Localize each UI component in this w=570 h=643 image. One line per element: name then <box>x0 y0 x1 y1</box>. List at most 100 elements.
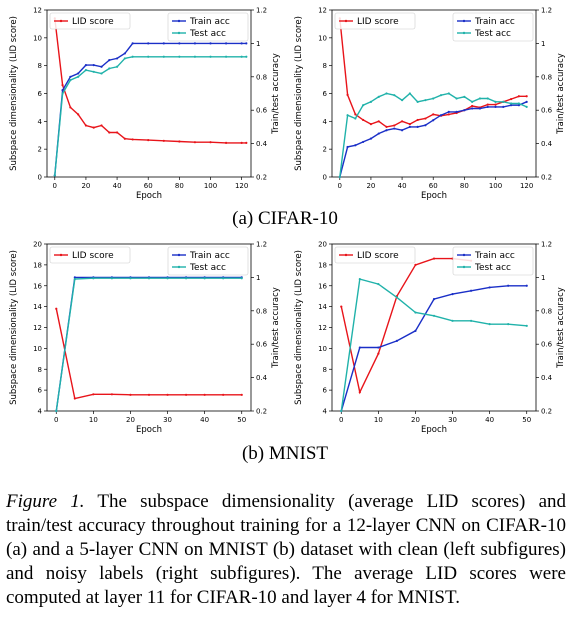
data-point-lid-score <box>69 106 72 109</box>
y-tick-label: 14 <box>33 303 42 311</box>
data-point-test-acc <box>240 277 243 280</box>
data-point-test-acc <box>131 55 134 58</box>
y2-tick-label: 1.2 <box>256 241 267 249</box>
y2-tick-label: 1 <box>541 40 545 48</box>
data-point-test-acc <box>338 175 341 179</box>
data-point-train-acc <box>115 57 119 60</box>
x-tick-label: 0 <box>339 416 343 424</box>
data-point-train-acc <box>414 329 417 332</box>
x-tick-label: 60 <box>144 182 153 190</box>
chart-cifar-clean: 0 20 40 60 80 100 120 0 2 4 6 8 10 12 0.2 0.4 0.6 0.8 1 1.2… <box>9 7 281 202</box>
x-axis-label: Epoch <box>136 191 162 201</box>
data-point-train-acc <box>369 137 373 140</box>
data-point-train-acc <box>209 42 212 45</box>
data-point-train-acc <box>92 64 95 67</box>
data-point-test-acc <box>393 94 396 97</box>
data-point-lid-score <box>77 113 80 116</box>
data-point-train-acc <box>416 125 419 128</box>
data-point-test-acc <box>395 296 399 299</box>
data-point-test-acc <box>224 55 228 58</box>
data-point-test-acc <box>486 97 489 100</box>
data-point-test-acc <box>447 92 450 95</box>
data-point-train-acc <box>358 346 361 349</box>
y-tick-label: 8 <box>323 62 327 70</box>
y2-tick-label: 0.8 <box>256 307 267 315</box>
y-tick-label: 12 <box>33 7 42 15</box>
y2-tick-label: 1 <box>256 40 260 48</box>
data-point-lid-score <box>377 120 380 123</box>
y-tick-label: 2 <box>323 146 327 154</box>
legend-box <box>452 12 534 42</box>
data-point-train-acc <box>486 105 489 108</box>
series-line-test-acc <box>339 92 527 177</box>
y2-tick-label: 1 <box>256 274 260 282</box>
data-point-train-acc <box>507 284 510 287</box>
data-point-test-acc <box>129 277 132 280</box>
data-point-test-acc <box>463 95 466 98</box>
data-point-train-acc <box>240 42 243 45</box>
data-point-test-acc <box>245 55 248 58</box>
y-tick-label: 6 <box>323 387 328 395</box>
x-tick-label: 10 <box>374 416 383 424</box>
data-point-lid-score <box>203 393 206 396</box>
data-point-lid-score <box>385 125 388 128</box>
legend-marker <box>177 31 181 35</box>
data-point-lid-score <box>184 393 188 396</box>
legend-label: LID score <box>72 251 114 261</box>
data-point-train-acc <box>131 42 134 45</box>
x-axis-label: Epoch <box>136 425 162 435</box>
y-tick-label: 0 <box>323 174 327 182</box>
data-point-lid-score <box>166 393 169 396</box>
x-tick-label: 100 <box>204 182 217 190</box>
data-point-test-acc <box>455 97 458 100</box>
data-point-train-acc <box>354 144 357 147</box>
x-axis-label: Epoch <box>421 191 447 201</box>
data-point-train-acc <box>362 140 365 144</box>
data-point-train-acc <box>100 65 103 68</box>
legend-marker <box>462 253 466 257</box>
data-point-test-acc <box>469 319 473 322</box>
data-point-lid-score <box>414 263 417 266</box>
data-point-lid-score <box>61 84 64 87</box>
data-point-train-acc <box>439 114 443 117</box>
data-point-test-acc <box>377 95 380 98</box>
data-point-test-acc <box>193 55 197 58</box>
y2-tick-label: 0.4 <box>541 140 553 148</box>
legend-label: Test acc <box>189 29 226 39</box>
data-point-lid-score <box>486 103 489 106</box>
data-point-train-acc <box>73 276 76 279</box>
data-point-lid-score <box>362 118 365 122</box>
data-point-lid-score <box>100 124 103 127</box>
data-point-test-acc <box>178 55 181 58</box>
x-tick-label: 0 <box>338 182 342 190</box>
data-point-train-acc <box>193 42 197 45</box>
chart-mnist-noisy: 0 10 20 30 40 50 4 6 8 10 12 14 16 18 20 0.2 0.4 0.6 0.8 1 1… <box>294 241 566 436</box>
y-tick-label: 4 <box>323 118 328 126</box>
legend-label: LID score <box>72 17 114 27</box>
data-point-lid-score <box>354 113 357 116</box>
y2-tick-label: 0.6 <box>541 341 553 349</box>
legend-marker <box>177 253 181 257</box>
legend-label: Test acc <box>474 263 511 273</box>
data-point-train-acc <box>393 127 396 130</box>
caption-mnist: (b) MNIST <box>241 443 329 464</box>
data-point-train-acc <box>502 105 505 108</box>
y-tick-label: 10 <box>318 345 327 353</box>
y-tick-label: 12 <box>33 324 42 332</box>
data-point-train-acc <box>488 286 491 289</box>
data-point-test-acc <box>400 99 404 102</box>
legend-label: Train acc <box>189 251 230 261</box>
data-point-lid-score <box>408 123 411 126</box>
data-point-train-acc <box>447 110 450 113</box>
y-tick-label: 10 <box>33 345 42 353</box>
data-point-lid-score <box>92 393 95 396</box>
x-tick-label: 0 <box>53 182 57 190</box>
legend-marker <box>177 265 181 269</box>
data-point-test-acc <box>354 117 357 120</box>
data-point-test-acc <box>424 99 427 102</box>
data-point-train-acc <box>84 64 88 67</box>
data-point-lid-score <box>416 118 419 122</box>
data-point-lid-score <box>245 141 248 145</box>
figure-text: The subspace dimensionality (average LID… <box>6 491 567 608</box>
data-point-lid-score <box>92 126 95 129</box>
